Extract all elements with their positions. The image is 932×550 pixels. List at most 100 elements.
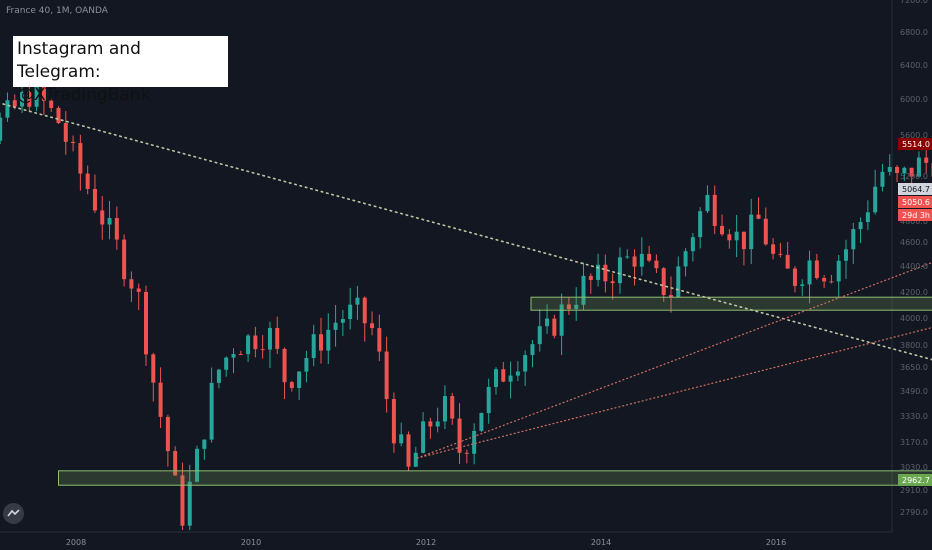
candle-body [785,254,790,269]
candle-body [100,210,105,225]
tradingview-logo-glyph [7,509,20,517]
candle-body [669,295,673,298]
candle-body [858,222,863,230]
y-tick-label: 6400.0 [900,61,928,70]
candle-body [865,212,870,223]
candle-body [370,323,375,329]
candle-body [545,318,550,327]
candle-body [340,319,345,323]
candle-body [34,83,39,107]
y-tick-label: 4600.0 [900,238,928,247]
candle-body [625,256,630,258]
price-badge-label: 5050.6 [902,198,930,207]
promo-line-1: Instagram and Telegram: [17,39,141,82]
candle-body [12,100,17,107]
candle-body [683,251,688,267]
y-tick-label: 4200.0 [900,288,928,297]
y-tick-label: 3650.0 [900,363,928,372]
candle-body [216,369,221,383]
candle-body [355,297,360,305]
candle-body [413,452,418,467]
candle-body [654,260,659,269]
candle-body [195,448,200,482]
candle-body [71,141,76,144]
candle-body [136,288,141,292]
symbol-title: France 40, 1M, OANDA [6,6,108,16]
candle-body [494,369,498,387]
trendline [416,261,932,459]
candle-body [727,234,732,241]
candle-body [566,304,571,309]
candle-body [0,117,3,141]
candle-body [151,354,156,383]
y-tick-label: 2910.0 [900,486,928,495]
candle-body [267,327,272,350]
candle-body [596,264,601,280]
candle-body [348,304,353,320]
candle-body [771,244,776,254]
y-tick-label: 3030.0 [900,463,928,472]
candle-body [530,344,535,356]
candle-body [647,253,652,261]
price-badges: 5514.0 5064.7 5050.6 29d 3h 2962.7 [898,138,932,486]
tradingview-logo-icon[interactable] [3,503,24,524]
candle-body [749,214,754,250]
candle-body [873,186,878,213]
candle-body [209,382,214,440]
time-axis[interactable]: 2008201020122014201620182020202220242026 [66,538,932,547]
candle-body [304,357,309,372]
candle-body [916,157,921,177]
x-tick-label: 2008 [66,538,86,547]
trendline-layer [0,102,932,459]
candle-body [617,257,622,284]
candle-body [778,253,783,255]
y-tick-label: 3800.0 [900,341,928,350]
price-badge-label: 5064.7 [902,185,930,194]
x-tick-label: 2014 [591,538,611,547]
candle-body [822,277,827,282]
candle-body [574,304,579,309]
candle-body [486,386,491,414]
candle-body [165,416,170,452]
candle-body [457,418,462,453]
y-tick-label: 6000.0 [900,95,928,104]
candle-body [800,284,805,286]
candle-body [435,421,440,427]
candle-body [442,396,447,422]
y-tick-label: 6800.0 [900,28,928,37]
candle-body [734,231,739,241]
price-axis[interactable]: 7200.0 6800.0 6400.0 6000.0 5600.0 5200.0 4800… [900,0,928,517]
candle-body [814,260,819,278]
candle-body [763,218,768,245]
candle-body [129,279,134,289]
candle-body [559,304,564,336]
price-badge [898,209,932,221]
promo-line-2: @XTradingBank [17,85,151,105]
candle-body [479,413,484,431]
candle-body [705,194,710,212]
candle-body [851,229,856,250]
candle-body [523,355,528,372]
candle-body [712,194,717,226]
y-tick-label: 5200.0 [900,172,928,181]
candle-body [224,357,229,370]
candle-body [326,329,331,351]
candle-body [20,92,25,107]
candle-body [421,421,426,453]
candle-body [78,143,83,174]
candle-layer [0,75,932,530]
x-tick-label: 2016 [766,538,786,547]
trendline [416,326,932,459]
candle-body [515,371,520,376]
candle-body [464,452,469,454]
candle-body [902,167,907,174]
candle-body [238,354,243,356]
candle-body [829,281,834,283]
price-badge [898,474,932,486]
y-tick-label: 3490.0 [900,387,928,396]
candle-body [333,322,338,330]
y-tick-label: 3330.0 [900,412,928,421]
candle-body [690,237,695,252]
candle-body [107,218,112,225]
